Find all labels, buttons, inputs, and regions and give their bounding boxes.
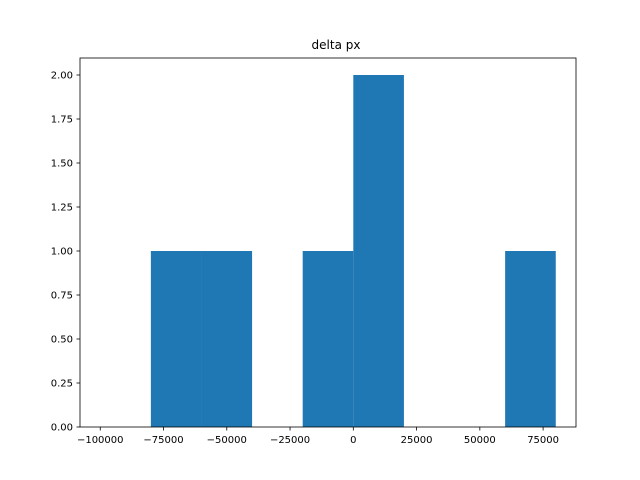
x-tick-label: 0 [350,435,356,446]
y-tick-label: 0.50 [51,335,73,346]
x-tick-label: −50000 [207,435,247,446]
x-tick-label: 50000 [464,435,496,446]
y-axis: 0.00 0.25 0.50 0.75 1.00 1.25 1.50 1.75 2.00 [51,71,80,434]
y-tick-label: 1.25 [51,203,73,214]
histogram-bar [353,75,404,427]
x-axis: −100000 −75000 −50000 −25000 0 25000 50000 7500… [77,427,559,446]
x-tick-label: −25000 [270,435,310,446]
y-tick-label: 0.75 [51,291,73,302]
y-tick-label: 2.00 [51,71,73,82]
histogram-bar [150,251,202,427]
plot-frame [79,57,577,428]
x-tick-label: 75000 [527,435,559,446]
y-tick-label: 0.00 [51,423,73,434]
y-tick-label: 1.00 [51,247,73,258]
histogram-bar [201,251,253,427]
y-tick-label: 1.50 [51,159,73,170]
y-tick-label: 1.75 [51,115,73,126]
x-tick-label: −100000 [77,435,124,446]
y-tick-label: 0.25 [51,379,73,390]
histogram-bar [505,251,556,427]
histogram-bar [302,251,354,427]
chart-title: delta px [312,38,361,52]
x-tick-label: −75000 [143,435,183,446]
x-tick-label: 25000 [401,435,433,446]
bars-group [150,75,556,427]
